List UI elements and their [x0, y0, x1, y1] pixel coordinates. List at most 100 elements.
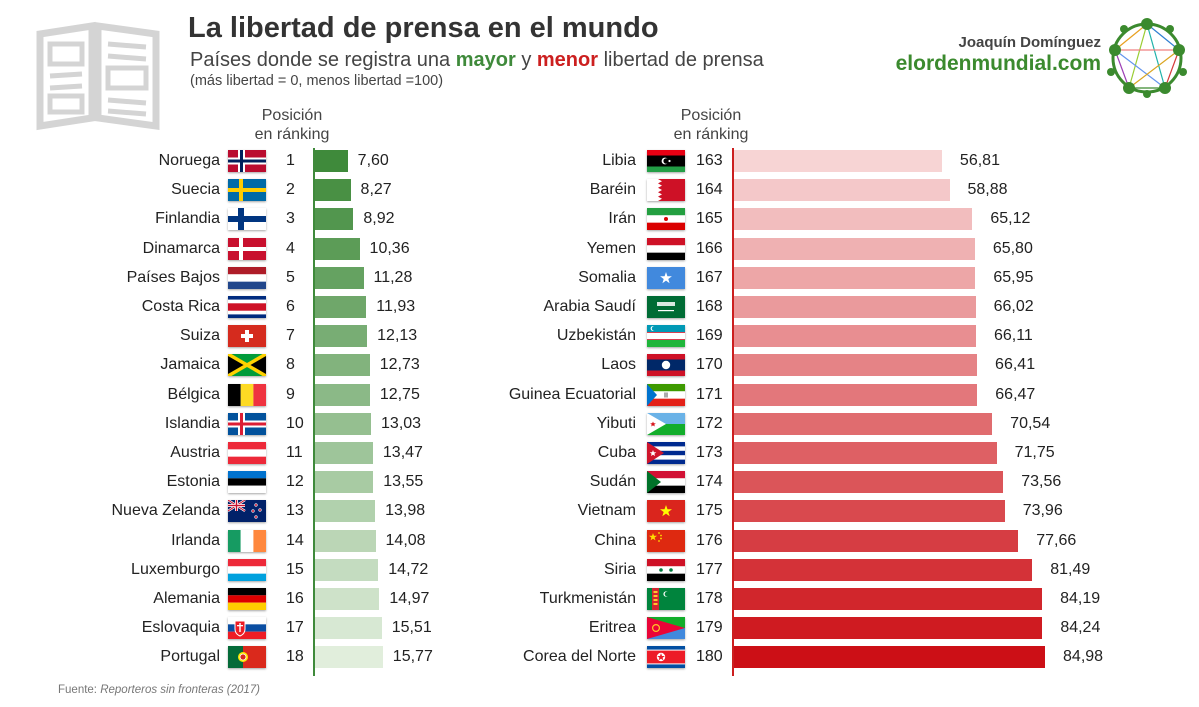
bar: [315, 646, 383, 669]
country-label: Arabia Saudí: [543, 298, 636, 315]
value-label: 84,19: [1060, 590, 1101, 607]
right-chart-axis-line: [732, 148, 734, 676]
value-label: 12,73: [379, 356, 420, 374]
value-label: 8,27: [360, 181, 392, 199]
bar: [734, 237, 975, 260]
rank-label: 164: [696, 181, 723, 199]
site-name: elordenmundial.com: [895, 52, 1101, 75]
bar: [315, 237, 360, 260]
rank-label: 5: [286, 268, 295, 286]
rank-label: 1: [286, 152, 295, 169]
value-label: 13,98: [385, 502, 426, 520]
value-label: 65,95: [993, 268, 1034, 286]
estonia-flag-icon: [228, 471, 266, 494]
bar: [315, 588, 380, 610]
sweden-flag-icon: [228, 179, 266, 202]
page-title: La libertad de prensa en el mundo: [188, 12, 659, 44]
rank-label: 176: [696, 531, 723, 549]
rank-label: 172: [696, 414, 723, 432]
value-label: 84,98: [1063, 648, 1104, 666]
bar: [734, 500, 1005, 523]
value-label: 65,80: [992, 239, 1033, 257]
iran-flag-icon: [647, 208, 685, 231]
rank-label: 7: [286, 327, 295, 345]
country-label: Vietnam: [577, 502, 636, 520]
vietnam-flag-icon: [647, 500, 685, 523]
eritrea-flag-icon: [647, 617, 685, 640]
bar: [315, 383, 370, 406]
country-label: Bélgica: [167, 385, 220, 403]
bar: [734, 266, 976, 289]
libya-flag-icon: [647, 150, 685, 172]
bar: [315, 266, 364, 289]
value-label: 58,88: [967, 181, 1008, 199]
bar: [315, 150, 348, 172]
rank-label: 169: [696, 327, 723, 345]
value-label: 56,81: [959, 152, 1000, 169]
bar: [734, 588, 1043, 610]
value-label: 12,75: [379, 385, 420, 403]
country-label: Eslovaquia: [141, 619, 220, 637]
rank-label: 16: [286, 590, 304, 607]
country-label: Eritrea: [588, 619, 636, 637]
rank-label: 2: [286, 181, 295, 199]
bar: [315, 617, 382, 640]
value-label: 66,41: [995, 356, 1036, 374]
somalia-flag-icon: [647, 266, 685, 289]
value-label: 66,47: [995, 385, 1036, 403]
slovakia-flag-icon: [228, 617, 266, 640]
country-label: Turkmenistán: [539, 590, 636, 607]
country-label: China: [594, 531, 636, 549]
bar: [734, 325, 976, 348]
country-label: Noruega: [158, 152, 220, 169]
right-rank-header: Posición en ránking: [655, 106, 767, 144]
subtitle-mid: y: [521, 49, 532, 71]
rank-label: 173: [696, 444, 723, 461]
bar: [315, 442, 373, 464]
country-label: Yibuti: [596, 414, 636, 432]
country-label: Corea del Norte: [523, 648, 636, 666]
denmark-flag-icon: [228, 237, 266, 260]
value-label: 7,60: [357, 152, 389, 169]
value-label: 15,51: [391, 619, 432, 637]
country-label: Somalia: [578, 268, 636, 286]
rank-label: 180: [696, 648, 723, 666]
bar: [734, 412, 993, 435]
country-label: Alemania: [153, 590, 220, 607]
rank-label: 10: [286, 414, 304, 432]
ireland-flag-icon: [228, 529, 266, 552]
bar: [734, 383, 978, 406]
bar: [734, 296, 976, 318]
value-label: 71,75: [1014, 444, 1055, 461]
equatorial-guinea-flag-icon: [647, 383, 685, 406]
value-label: 11,28: [373, 268, 413, 286]
country-label: Finlandia: [155, 210, 220, 228]
norway-flag-icon: [228, 150, 266, 172]
country-label: Baréin: [589, 181, 636, 199]
rank-label: 18: [286, 648, 304, 666]
country-label: Suecia: [171, 181, 220, 199]
country-label: Portugal: [160, 648, 220, 666]
belgium-flag-icon: [228, 383, 266, 406]
newspaper-icon: [36, 21, 160, 131]
subtitle-post: libertad de prensa: [603, 49, 764, 71]
bar: [734, 471, 1004, 494]
value-label: 70,54: [1010, 414, 1051, 432]
rank-label: 6: [286, 298, 295, 315]
bar: [315, 325, 368, 348]
costa-rica-flag-icon: [228, 296, 266, 318]
country-label: Laos: [601, 356, 636, 374]
rank-label: 178: [696, 590, 723, 607]
rank-label: 177: [696, 560, 723, 578]
rank-label: 13: [286, 502, 304, 520]
scale-note: (más libertad = 0, menos libertad =100): [190, 73, 444, 89]
germany-flag-icon: [228, 588, 266, 610]
rank-label: 165: [696, 210, 723, 228]
turkmenistan-flag-icon: [647, 588, 685, 610]
rank-label: 4: [286, 239, 295, 257]
rank-label: 9: [286, 385, 295, 403]
syria-flag-icon: [647, 558, 685, 581]
bar: [734, 442, 997, 464]
